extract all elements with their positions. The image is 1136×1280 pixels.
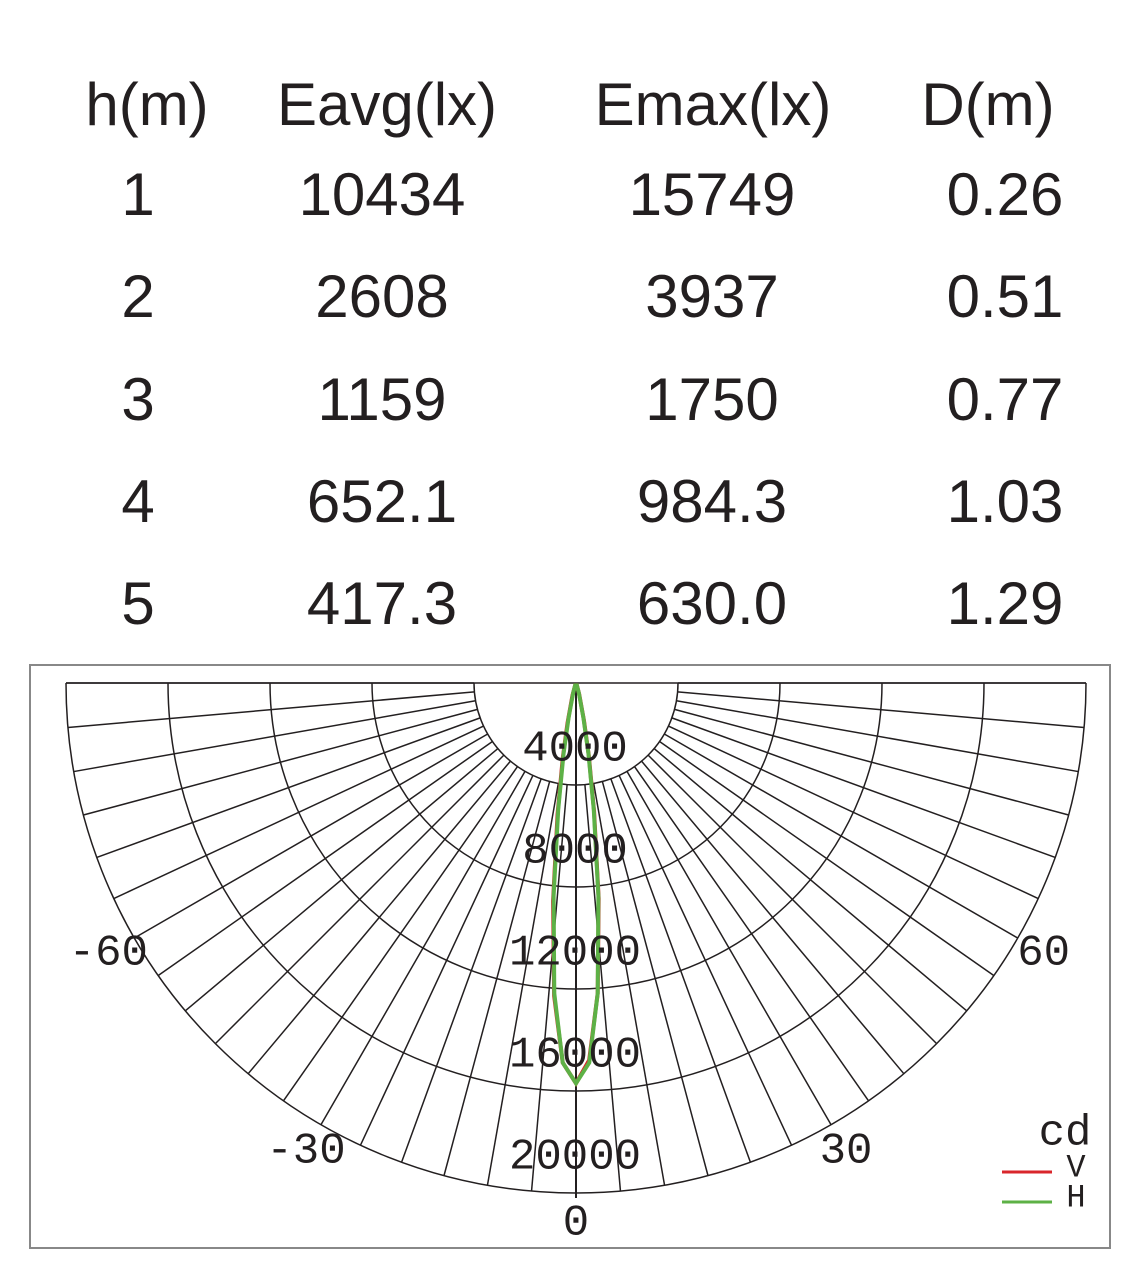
r-tick-label: 8000 (522, 827, 628, 877)
r-tick-label: 20000 (509, 1133, 641, 1183)
table-cell: 15749 (629, 161, 796, 228)
table-cell: 3937 (645, 263, 778, 330)
column-header: Eavg(lx) (277, 71, 497, 138)
column-header: Emax(lx) (595, 71, 832, 138)
r-tick-label: 12000 (509, 929, 641, 979)
theta-tick-label: 30 (820, 1126, 873, 1176)
table-cell: 1.03 (947, 468, 1064, 535)
legend-label: H (1066, 1179, 1085, 1216)
series-curve (551, 683, 601, 1088)
table-cell: 1750 (645, 366, 778, 433)
table: h(m) Eavg(lx) Emax(lx) D(m) 1 10434 15749 0.26 2… (85, 71, 1063, 637)
table-cell: 0.51 (947, 263, 1064, 330)
table-cell: 630.0 (637, 570, 787, 637)
theta-tick-label: 0 (563, 1199, 589, 1249)
unit-label: cd (1039, 1109, 1092, 1159)
r-tick-label: 16000 (509, 1031, 641, 1081)
table-cell: 0.26 (947, 161, 1064, 228)
legend-label: V (1066, 1149, 1086, 1186)
theta-tick-label: -60 (69, 929, 148, 979)
table-cell: 5 (121, 570, 154, 637)
theta-tick-label: 60 (1017, 929, 1070, 979)
table-cell: 3 (121, 366, 154, 433)
table-cell: 2608 (315, 263, 448, 330)
table-cell: 652.1 (307, 468, 457, 535)
column-header: D(m) (921, 71, 1054, 138)
table-cell: 4 (121, 468, 154, 535)
table-cell: 10434 (299, 161, 466, 228)
table-cell: 0.77 (947, 366, 1064, 433)
table-cell: 1159 (317, 366, 446, 433)
chart-frame (29, 664, 1111, 1249)
theta-tick-label: -30 (266, 1126, 345, 1176)
table-cell: 2 (121, 263, 154, 330)
table-cell: 1.29 (947, 570, 1064, 637)
table-cell: 417.3 (307, 570, 457, 637)
table-cell: 1 (121, 161, 154, 228)
table-cell: 984.3 (637, 468, 787, 535)
column-header: h(m) (85, 71, 208, 138)
r-tick-label: 4000 (522, 725, 628, 775)
